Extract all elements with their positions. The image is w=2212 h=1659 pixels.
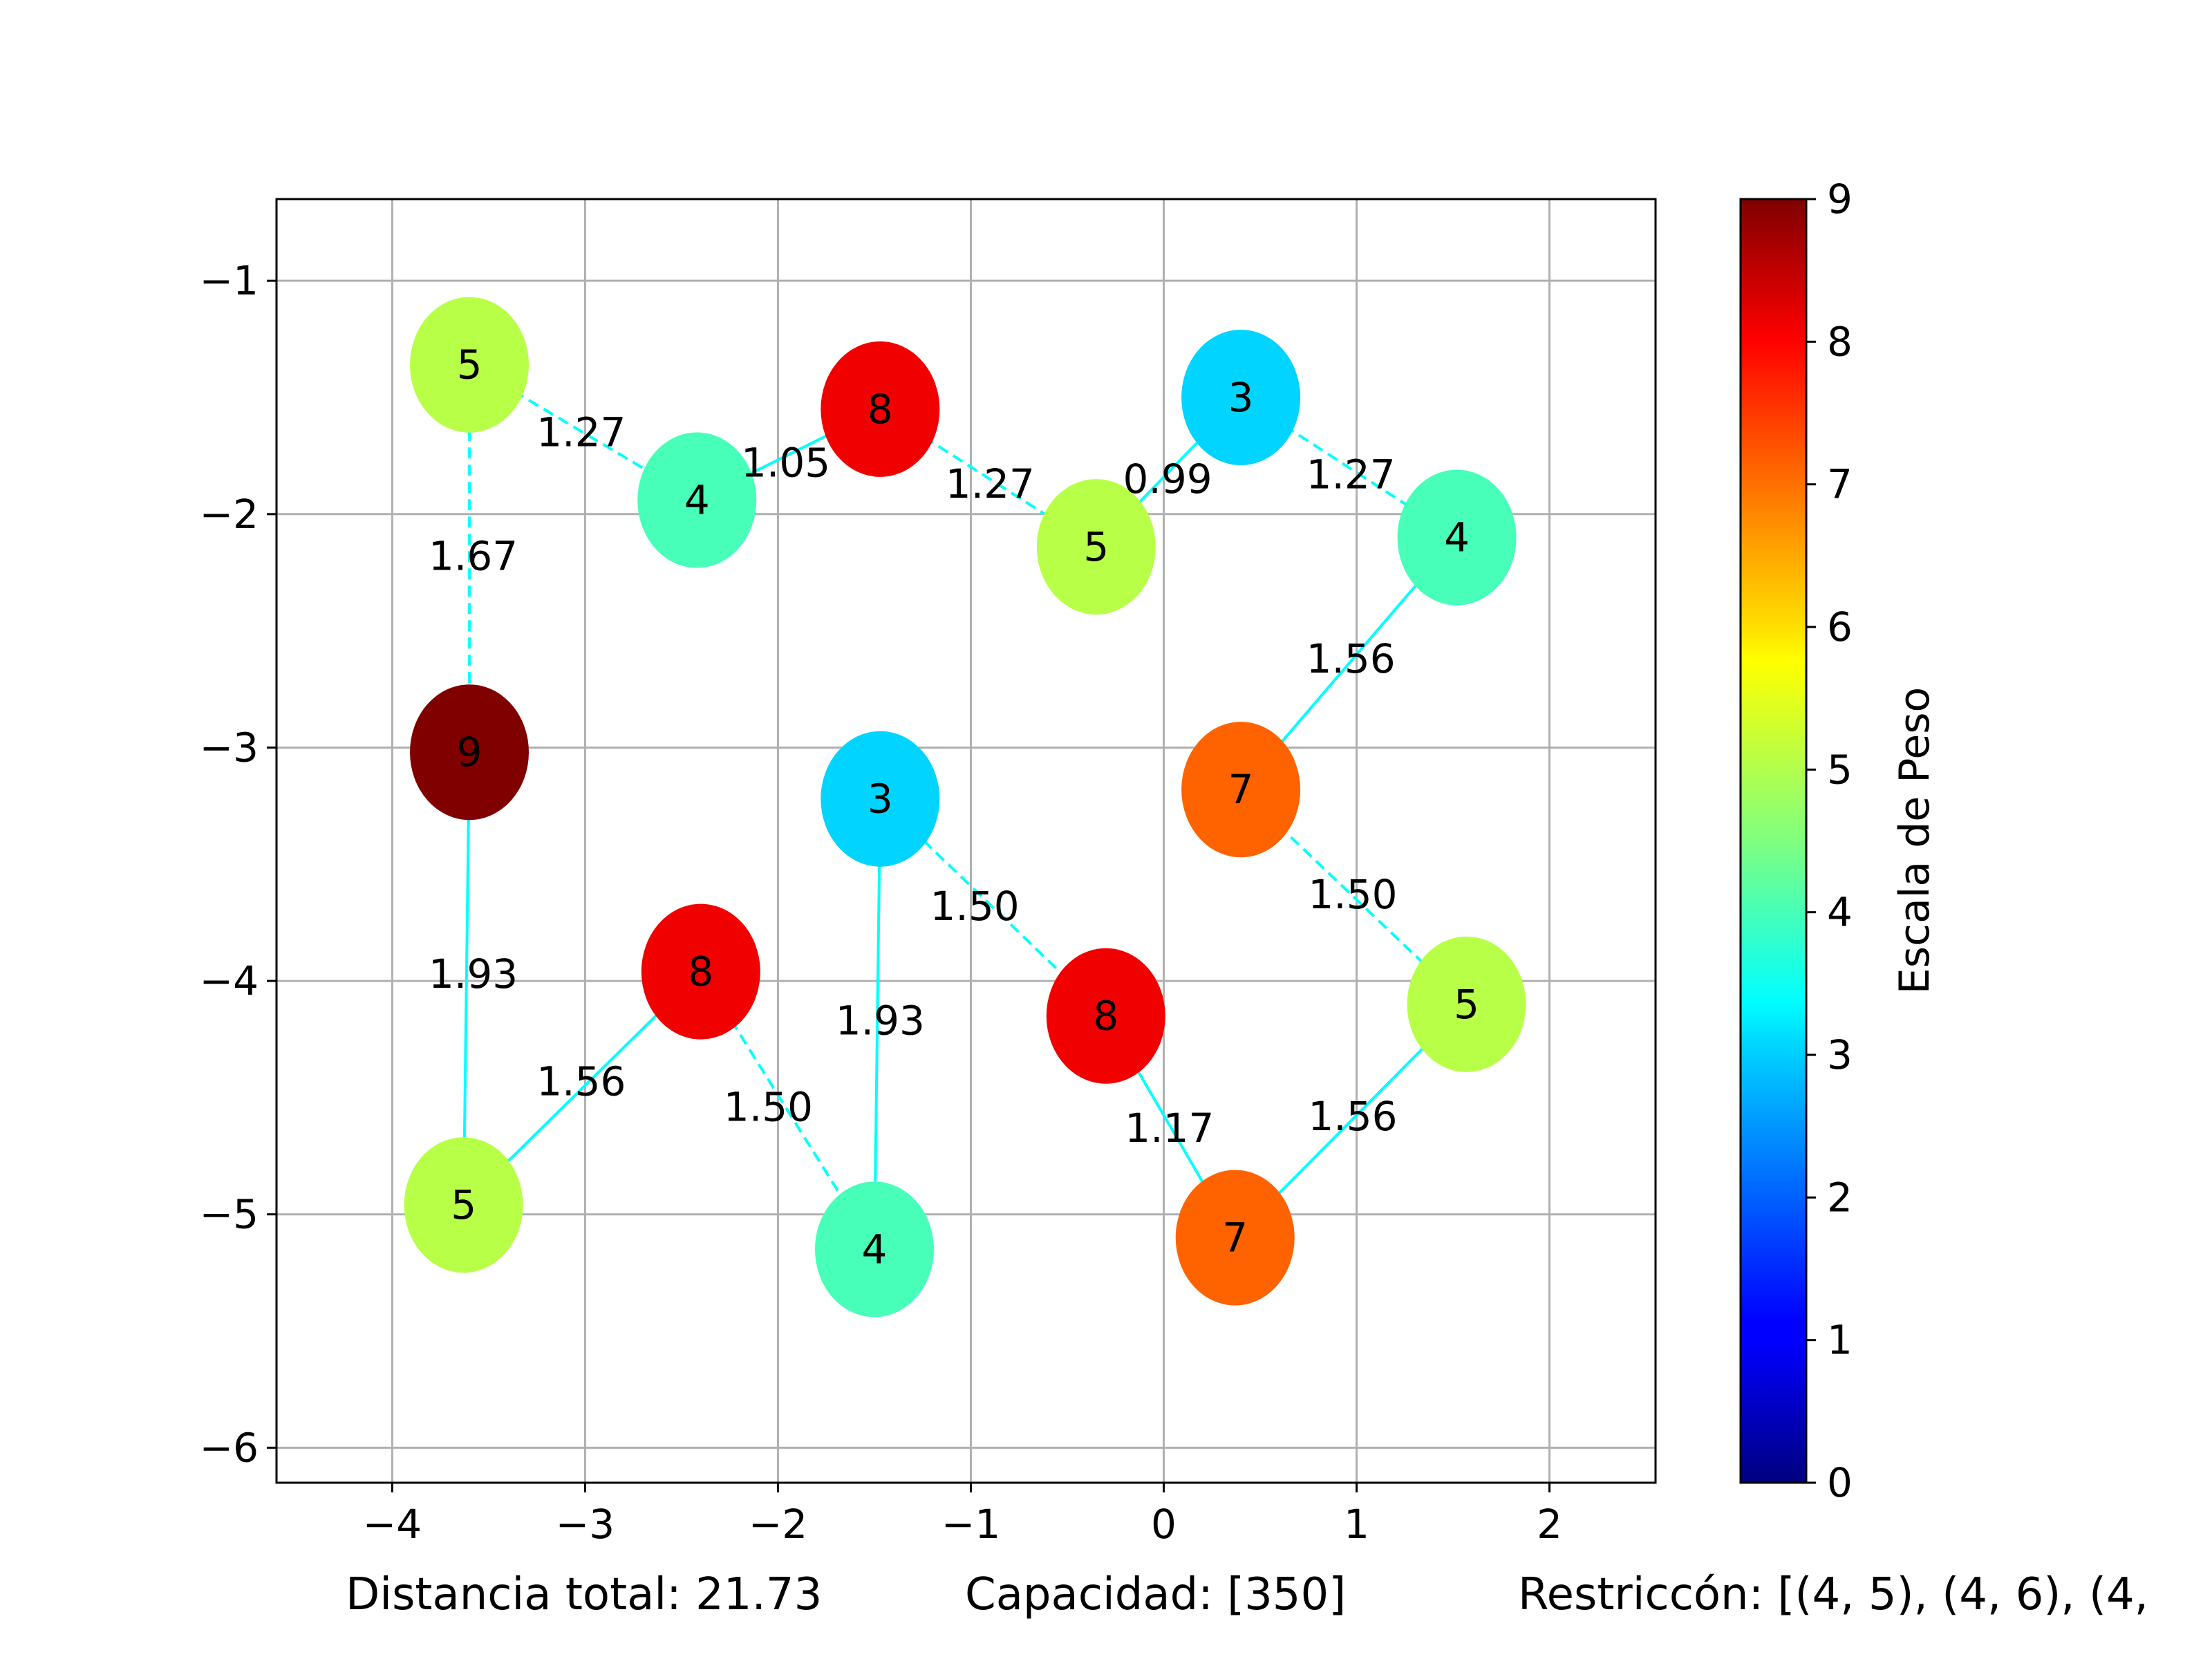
- y-tick-label: −2: [200, 491, 259, 538]
- colorbar-tick-label: 6: [1827, 603, 1853, 650]
- node-label: 8: [868, 386, 893, 433]
- colorbar-tick-label: 1: [1827, 1317, 1853, 1364]
- node-label: 4: [862, 1226, 888, 1273]
- node-circle: [1181, 722, 1301, 858]
- footer-capacity: Capacidad: [350]: [965, 1569, 1347, 1620]
- edge-label: 1.50: [724, 1083, 813, 1130]
- edge-label: 1.50: [930, 883, 1019, 930]
- node-circle: [814, 1181, 934, 1318]
- colorbar-tick-label: 8: [1827, 318, 1853, 365]
- y-tick-label: −3: [200, 724, 259, 771]
- edge-label: 1.56: [1306, 635, 1396, 682]
- node-circle: [1175, 1170, 1295, 1306]
- edge-label: 1.56: [536, 1058, 626, 1105]
- node-circle: [821, 731, 940, 867]
- node-label: 4: [684, 477, 710, 524]
- colorbar: [1739, 198, 1808, 1484]
- edge-labels: 5 4 8 5 3 4 7 5 7 8 3 4 8 5 9 1.27 1.05 1.27 0.99 1.27 1.56 1…: [429, 341, 1479, 1273]
- nodes: [404, 297, 1526, 1318]
- x-tick-label: −3: [556, 1501, 615, 1548]
- plot-frame: [275, 198, 1657, 1484]
- node-circle: [1046, 948, 1165, 1084]
- node-label: 5: [1083, 523, 1109, 570]
- node-label: 5: [457, 341, 482, 388]
- x-tick-label: −1: [941, 1501, 1001, 1548]
- x-tick-label: 0: [1151, 1501, 1177, 1548]
- node-circle: [821, 341, 940, 477]
- edge-label: 1.56: [1308, 1093, 1397, 1140]
- node-circle: [404, 1137, 523, 1273]
- node-circle: [1397, 469, 1517, 606]
- colorbar-tick-label: 0: [1827, 1459, 1853, 1506]
- edge-label: 1.27: [536, 409, 626, 456]
- edge-arrow: [462, 751, 476, 1206]
- node-circle: [410, 684, 529, 821]
- node-label: 7: [1222, 1214, 1248, 1261]
- axis-ticks: −4 −3 −2 −1 0 1 2 −1 −2 −3 −4 −5 −6: [200, 257, 1562, 1548]
- footer-distance: Distancia total: 21.73: [346, 1569, 823, 1620]
- edge-label: 1.27: [946, 460, 1035, 507]
- node-label: 5: [451, 1181, 476, 1228]
- x-tick-label: −2: [749, 1501, 808, 1548]
- node-label: 8: [1093, 993, 1118, 1040]
- node-label: 4: [1444, 514, 1470, 561]
- colorbar-tick-label: 2: [1827, 1174, 1853, 1221]
- edge-label: 1.93: [836, 997, 925, 1044]
- x-tick-label: −4: [363, 1501, 422, 1548]
- edge-label: 1.67: [429, 533, 518, 580]
- node-circle: [1407, 936, 1526, 1072]
- node-label: 7: [1228, 766, 1254, 813]
- edge-label: 1.05: [741, 440, 830, 487]
- y-tick-label: −6: [200, 1424, 259, 1471]
- node-label: 8: [688, 948, 713, 995]
- colorbar-tick-label: 5: [1827, 746, 1853, 793]
- y-tick-label: −5: [200, 1191, 259, 1238]
- node-circle: [1181, 329, 1301, 465]
- edge-label: 1.17: [1125, 1105, 1214, 1152]
- x-tick-label: 2: [1537, 1501, 1562, 1548]
- colorbar-label: Escala de Peso: [1891, 687, 1939, 994]
- node-label: 3: [868, 776, 893, 823]
- node-circle: [410, 297, 529, 433]
- edge-label: 1.27: [1306, 451, 1396, 498]
- edge-label: 1.50: [1308, 871, 1397, 918]
- colorbar-tick-label: 7: [1827, 461, 1853, 508]
- node-circle: [641, 903, 760, 1040]
- edge-arrow: [868, 798, 882, 1251]
- node-circle: [637, 432, 757, 568]
- colorbar-tick-label: 4: [1827, 889, 1853, 936]
- colorbar-tick-label: 9: [1827, 176, 1853, 223]
- edge-label: 0.99: [1123, 456, 1212, 503]
- y-tick-label: −1: [200, 257, 259, 304]
- colorbar-tick-label: 3: [1827, 1031, 1853, 1078]
- x-tick-label: 1: [1344, 1501, 1369, 1548]
- node-label: 9: [457, 729, 482, 776]
- node-label: 5: [1454, 981, 1479, 1028]
- y-tick-label: −4: [200, 957, 259, 1004]
- node-circle: [1036, 479, 1156, 615]
- colorbar-ticks: 0 1 2 3 4 5 6 7 8 9: [1806, 176, 1853, 1506]
- footer-restriction: Restriccón: [(4, 5), (4, 6), (4,: [1518, 1569, 2148, 1620]
- node-label: 3: [1228, 374, 1254, 421]
- edge-label: 1.93: [429, 950, 518, 997]
